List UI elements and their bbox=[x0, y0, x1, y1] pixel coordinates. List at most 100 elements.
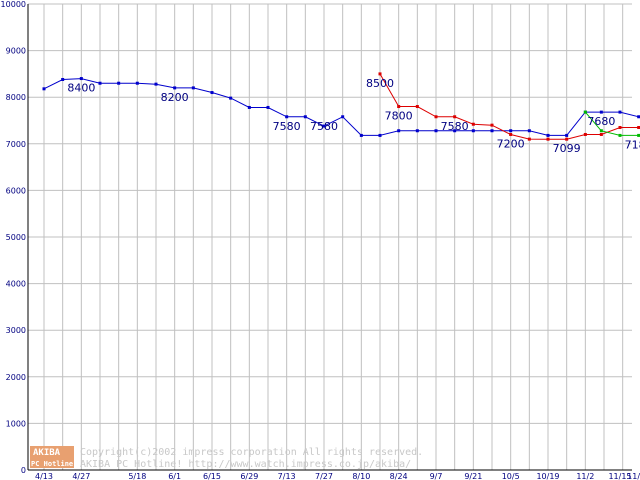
x-tick-label: 7/13 bbox=[278, 472, 296, 480]
series-point-2 bbox=[583, 132, 587, 136]
logo-bottom-text: PC Hotline! bbox=[31, 460, 77, 468]
series-point-2 bbox=[637, 125, 640, 129]
y-tick-label: 6000 bbox=[6, 186, 26, 195]
chart-grid bbox=[27, 3, 632, 471]
series-point-1 bbox=[546, 133, 550, 137]
x-tick-label: 11/15 bbox=[608, 472, 631, 480]
x-tick-label: 11/2 bbox=[576, 472, 594, 480]
logo-top-block bbox=[30, 446, 74, 457]
series-point-2 bbox=[565, 137, 569, 141]
data-label: 7580 bbox=[273, 120, 301, 133]
series-point-2 bbox=[397, 105, 401, 109]
series-point-1 bbox=[173, 86, 177, 90]
y-tick-label: 5000 bbox=[6, 233, 26, 242]
y-tick-label: 8000 bbox=[6, 93, 26, 102]
y-tick-label: 1000 bbox=[6, 419, 26, 428]
series-point-2 bbox=[618, 125, 622, 129]
series-point-2 bbox=[471, 122, 475, 126]
site-credit-text: AKIBA PC Hotline! http://www.watch.impre… bbox=[80, 459, 411, 470]
x-tick-label: 6/15 bbox=[203, 472, 221, 480]
series-point-2 bbox=[415, 105, 419, 109]
series-point-1 bbox=[285, 115, 289, 119]
series-point-1 bbox=[599, 110, 603, 114]
y-tick-label: 4000 bbox=[6, 280, 26, 289]
series-point-1 bbox=[471, 129, 475, 133]
data-label: 7580 bbox=[310, 120, 338, 133]
series-line-3 bbox=[584, 111, 639, 136]
series-point-1 bbox=[229, 96, 233, 100]
series-point-3 bbox=[637, 133, 640, 137]
series-point-1 bbox=[415, 129, 419, 133]
x-tick-label: 6/1 bbox=[168, 472, 181, 480]
series-point-1 bbox=[210, 91, 214, 95]
series-point-1 bbox=[322, 124, 326, 128]
series-point-1 bbox=[79, 77, 83, 81]
series-point-1 bbox=[527, 129, 531, 133]
x-axis-ticks: 4/13 4/27 5/18 6/1 6/15 6/29 7/13 7/27 8/10 8/24 9… bbox=[35, 472, 640, 480]
series-point-1 bbox=[98, 81, 102, 85]
series-point-1 bbox=[341, 115, 345, 119]
data-labels: 8400 8200 7580 7580 8500 7800 7580 7200 7099 7680… bbox=[67, 77, 640, 155]
data-label: 7680 bbox=[587, 115, 615, 128]
y-tick-label: 3000 bbox=[6, 326, 26, 335]
x-tick-label: 9/21 bbox=[464, 472, 482, 480]
x-tick-label: 4/27 bbox=[72, 472, 90, 480]
series-point-1 bbox=[117, 81, 121, 85]
series-point-1 bbox=[637, 115, 640, 119]
data-label: 7200 bbox=[497, 137, 525, 150]
x-tick-label: 4/13 bbox=[35, 472, 53, 480]
x-tick-label: 5/18 bbox=[128, 472, 146, 480]
x-tick-label: 8/24 bbox=[390, 472, 408, 480]
series-point-2 bbox=[546, 137, 550, 141]
series-point-1 bbox=[453, 129, 457, 133]
data-label: 7099 bbox=[553, 142, 581, 155]
y-tick-label: 9000 bbox=[6, 47, 26, 56]
y-tick-label: 7000 bbox=[6, 140, 26, 149]
chart-series bbox=[42, 72, 640, 141]
data-label: 8500 bbox=[366, 77, 394, 90]
series-point-3 bbox=[618, 133, 622, 137]
series-point-1 bbox=[191, 86, 195, 90]
series-point-1 bbox=[618, 110, 622, 114]
series-point-2 bbox=[527, 137, 531, 141]
x-tick-label: 8/10 bbox=[352, 472, 370, 480]
x-tick-label: 10/19 bbox=[536, 472, 559, 480]
data-label: 8400 bbox=[67, 82, 95, 95]
series-point-1 bbox=[247, 105, 251, 109]
series-point-1 bbox=[378, 133, 382, 137]
series-point-1 bbox=[565, 133, 569, 137]
logo-bottom-block bbox=[30, 457, 74, 468]
series-point-1 bbox=[303, 115, 307, 119]
series-point-1 bbox=[509, 129, 513, 133]
data-label: 8200 bbox=[161, 91, 189, 104]
series-point-2 bbox=[599, 132, 603, 136]
x-tick-label: 11/22 bbox=[627, 472, 640, 480]
y-tick-label: 2000 bbox=[6, 373, 26, 382]
series-point-1 bbox=[490, 129, 494, 133]
chart-watermark: AKIBA PC Hotline! Copyright(c)2002 impre… bbox=[30, 446, 423, 470]
x-tick-label: 10/5 bbox=[502, 472, 520, 480]
series-point-2 bbox=[453, 115, 457, 119]
x-tick-label: 7/27 bbox=[315, 472, 333, 480]
data-label: 7580 bbox=[441, 120, 469, 133]
series-point-1 bbox=[61, 77, 65, 81]
series-point-1 bbox=[42, 87, 46, 91]
series-point-2 bbox=[490, 123, 494, 127]
series-point-1 bbox=[154, 82, 158, 86]
series-point-1 bbox=[135, 81, 139, 85]
x-tick-label: 9/7 bbox=[430, 472, 443, 480]
series-point-1 bbox=[266, 105, 270, 109]
y-axis-ticks: 0 1000 2000 3000 4000 5000 6000 7000 8000 9000 100… bbox=[1, 0, 26, 475]
series-point-1 bbox=[359, 133, 363, 137]
series-point-2 bbox=[509, 132, 513, 136]
series-point-1 bbox=[434, 129, 438, 133]
y-tick-label: 10000 bbox=[1, 0, 26, 9]
series-point-3 bbox=[583, 110, 587, 114]
data-label: 7800 bbox=[385, 110, 413, 123]
series-point-2 bbox=[434, 115, 438, 119]
series-point-1 bbox=[397, 129, 401, 133]
series-line-1 bbox=[43, 78, 639, 136]
series-point-2 bbox=[378, 72, 382, 76]
x-tick-label: 6/29 bbox=[240, 472, 258, 480]
